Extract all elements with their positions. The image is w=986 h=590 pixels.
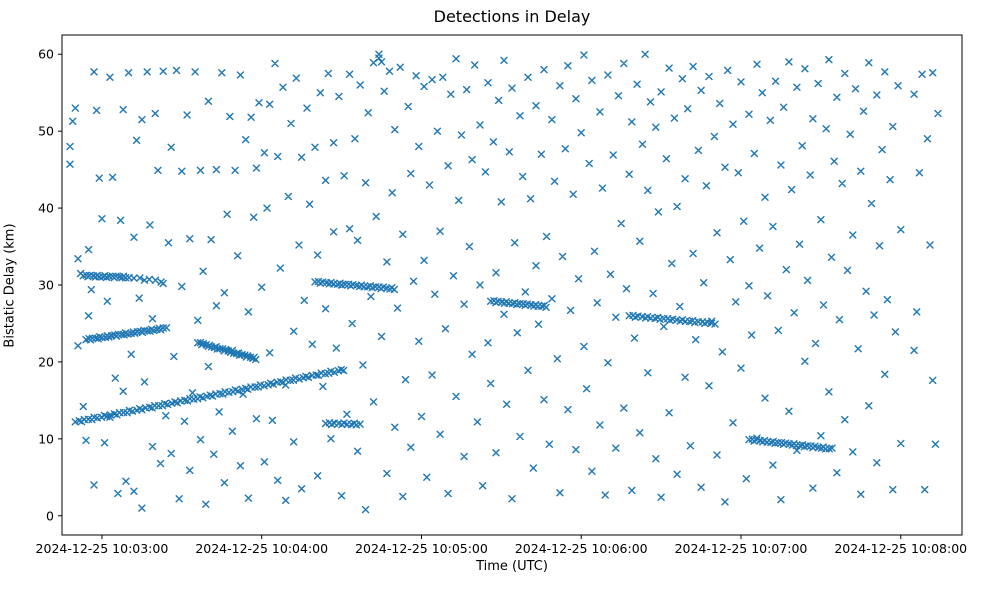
y-tick-label: 50: [38, 124, 54, 139]
x-tick-label: 2024-12-25 10:03:00: [36, 541, 169, 556]
y-axis: 0 10 20 30 40 50 60: [38, 47, 62, 523]
x-tick-label: 2024-12-25 10:08:00: [834, 541, 967, 556]
x-tick-label: 2024-12-25 10:07:00: [675, 541, 808, 556]
x-tick-label: 2024-12-25 10:04:00: [195, 541, 328, 556]
y-tick-label: 40: [38, 201, 54, 216]
y-tick-label: 0: [46, 508, 54, 523]
plot-frame: [61, 34, 963, 536]
x-tick-label: 2024-12-25 10:05:00: [355, 541, 488, 556]
y-tick-label: 30: [38, 278, 54, 293]
data-points: [66, 50, 942, 514]
x-axis: 2024-12-25 10:03:00 2024-12-25 10:04:00 20…: [36, 535, 967, 556]
y-tick-label: 60: [38, 47, 54, 62]
x-tick-label: 2024-12-25 10:06:00: [515, 541, 648, 556]
y-tick-label: 10: [38, 431, 54, 446]
chart-title: Detections in Delay: [433, 7, 591, 26]
x-axis-label: Time (UTC): [476, 559, 548, 574]
y-tick-label: 20: [38, 354, 54, 369]
